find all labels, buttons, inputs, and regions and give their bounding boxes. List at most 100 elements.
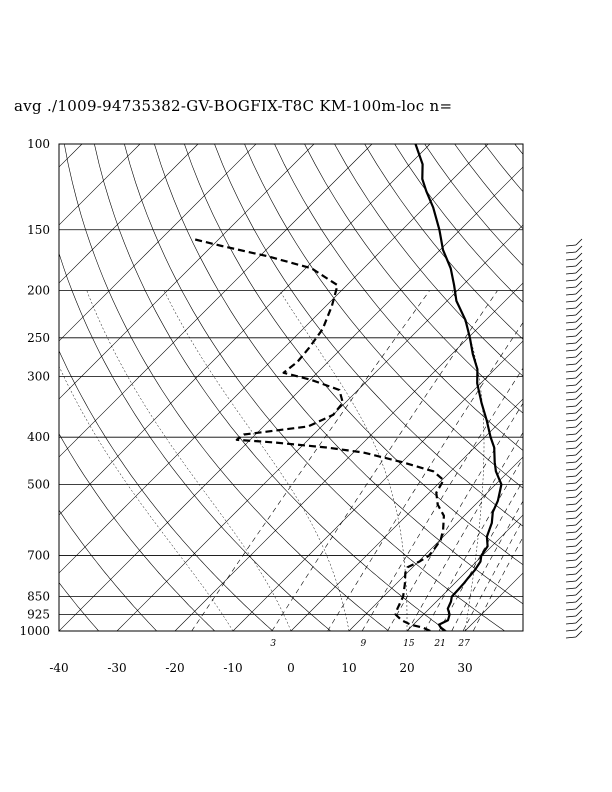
mixing-ratio-label-21: 21: [433, 639, 445, 649]
mixing-ratio-line: [361, 367, 523, 631]
profiles: [194, 144, 503, 631]
isotherm: [59, 144, 489, 574]
wind-barb: [575, 525, 583, 533]
temperature-profile: [414, 144, 503, 631]
wind-barb: [575, 266, 583, 274]
wind-barb: [575, 301, 583, 309]
mixing-ratio-label-9: 9: [361, 639, 367, 649]
wind-barb: [575, 623, 583, 631]
wind-barb-flag: [565, 349, 577, 352]
wind-barb-flag: [565, 524, 577, 527]
wind-barb: [575, 252, 583, 260]
wind-barb: [575, 490, 583, 498]
temperature-label-30: 30: [457, 661, 472, 675]
pressure-label-400: 400: [27, 430, 50, 444]
wind-barb: [575, 273, 583, 281]
wind-barb-flag: [565, 615, 577, 618]
mixing-ratio-line: [451, 500, 523, 631]
wind-barb-flag: [565, 370, 577, 373]
wind-barb-flag: [565, 573, 577, 576]
wind-barb-flag: [565, 272, 577, 275]
wind-barb: [575, 308, 583, 316]
pressure-label-1000: 1000: [19, 624, 50, 638]
wind-barb-flag: [565, 636, 577, 639]
dry-adiabat: [154, 144, 523, 605]
pressure-label-925: 925: [27, 608, 50, 622]
pressure-label-300: 300: [27, 369, 50, 383]
wind-barb-flag: [565, 293, 577, 296]
mixing-ratio-label-15: 15: [403, 639, 415, 649]
wind-barb-flag: [565, 335, 577, 338]
wind-barb-flag: [565, 440, 577, 443]
wind-barbs: [565, 238, 583, 639]
isotherm: [406, 514, 523, 631]
dry-adiabat: [59, 509, 157, 631]
mixing-ratio-line: [407, 432, 523, 631]
wind-barb-flag: [565, 447, 577, 450]
mixing-ratio-line: [191, 290, 430, 631]
wind-barb-flag: [565, 391, 577, 394]
isotherm: [290, 398, 523, 631]
moist-adiabat: [279, 290, 408, 631]
pressure-label-150: 150: [27, 223, 50, 237]
wind-barb-flag: [565, 244, 577, 247]
wind-barb-flag: [565, 608, 577, 611]
mixing-ratio-label-27: 27: [457, 639, 470, 649]
isotherm: [232, 340, 523, 631]
wind-barb: [575, 294, 583, 302]
isotherm: [59, 144, 315, 400]
wind-barb-flag: [565, 307, 577, 310]
wind-barb-flag: [565, 328, 577, 331]
isotherm: [0, 144, 24, 631]
wind-barb: [575, 483, 583, 491]
mixing-ratio-line: [271, 290, 498, 631]
wind-barb: [575, 504, 583, 512]
wind-barb: [575, 532, 583, 540]
wind-barb: [575, 469, 583, 477]
wind-barb: [575, 476, 583, 484]
wind-barb-flag: [565, 419, 577, 422]
wind-barb: [575, 553, 583, 561]
wind-barb-flag: [565, 517, 577, 520]
wind-barb: [575, 616, 583, 624]
wind-barb: [575, 413, 583, 421]
wind-barb: [575, 385, 583, 393]
wind-barb-flag: [565, 468, 577, 471]
wind-barb-flag: [565, 384, 577, 387]
wind-barb-flag: [565, 265, 577, 268]
wind-barb-flag: [565, 559, 577, 562]
isotherm: [59, 144, 141, 226]
wind-barb-flag: [565, 489, 577, 492]
wind-barb-flag: [565, 300, 577, 303]
wind-barb: [575, 434, 583, 442]
dry-adiabat: [184, 144, 523, 566]
mixing-ratio-line: [424, 457, 523, 631]
dry-adiabat: [64, 144, 389, 631]
wind-barb-flag: [565, 601, 577, 604]
wind-barb: [575, 420, 583, 428]
wind-barb: [575, 392, 583, 400]
mixing-ratio-labels: 3 9 15 21 27: [270, 639, 470, 649]
wind-barb: [575, 357, 583, 365]
wind-barb-flag: [565, 426, 577, 429]
dewpoint-profile: [194, 238, 445, 631]
mixing-ratio-label-3: 3: [270, 639, 276, 649]
wind-barb: [575, 280, 583, 288]
isotherm: [522, 630, 523, 631]
moist-adiabat: [59, 365, 234, 631]
isotherm: [464, 572, 523, 631]
wind-barb-flag: [565, 510, 577, 513]
wind-barb: [575, 462, 583, 470]
wind-barb: [575, 588, 583, 596]
temperature-label-10: 10: [341, 661, 356, 675]
wind-barb: [575, 245, 583, 253]
wind-barb: [575, 539, 583, 547]
wind-barb-flag: [565, 398, 577, 401]
pressure-label-250: 250: [27, 331, 50, 345]
wind-barb: [575, 560, 583, 568]
isotherm: [581, 144, 612, 631]
moist-adiabat: [86, 290, 292, 631]
wind-barb: [575, 399, 583, 407]
wind-barb-flag: [565, 594, 577, 597]
isotherm: [59, 144, 257, 342]
